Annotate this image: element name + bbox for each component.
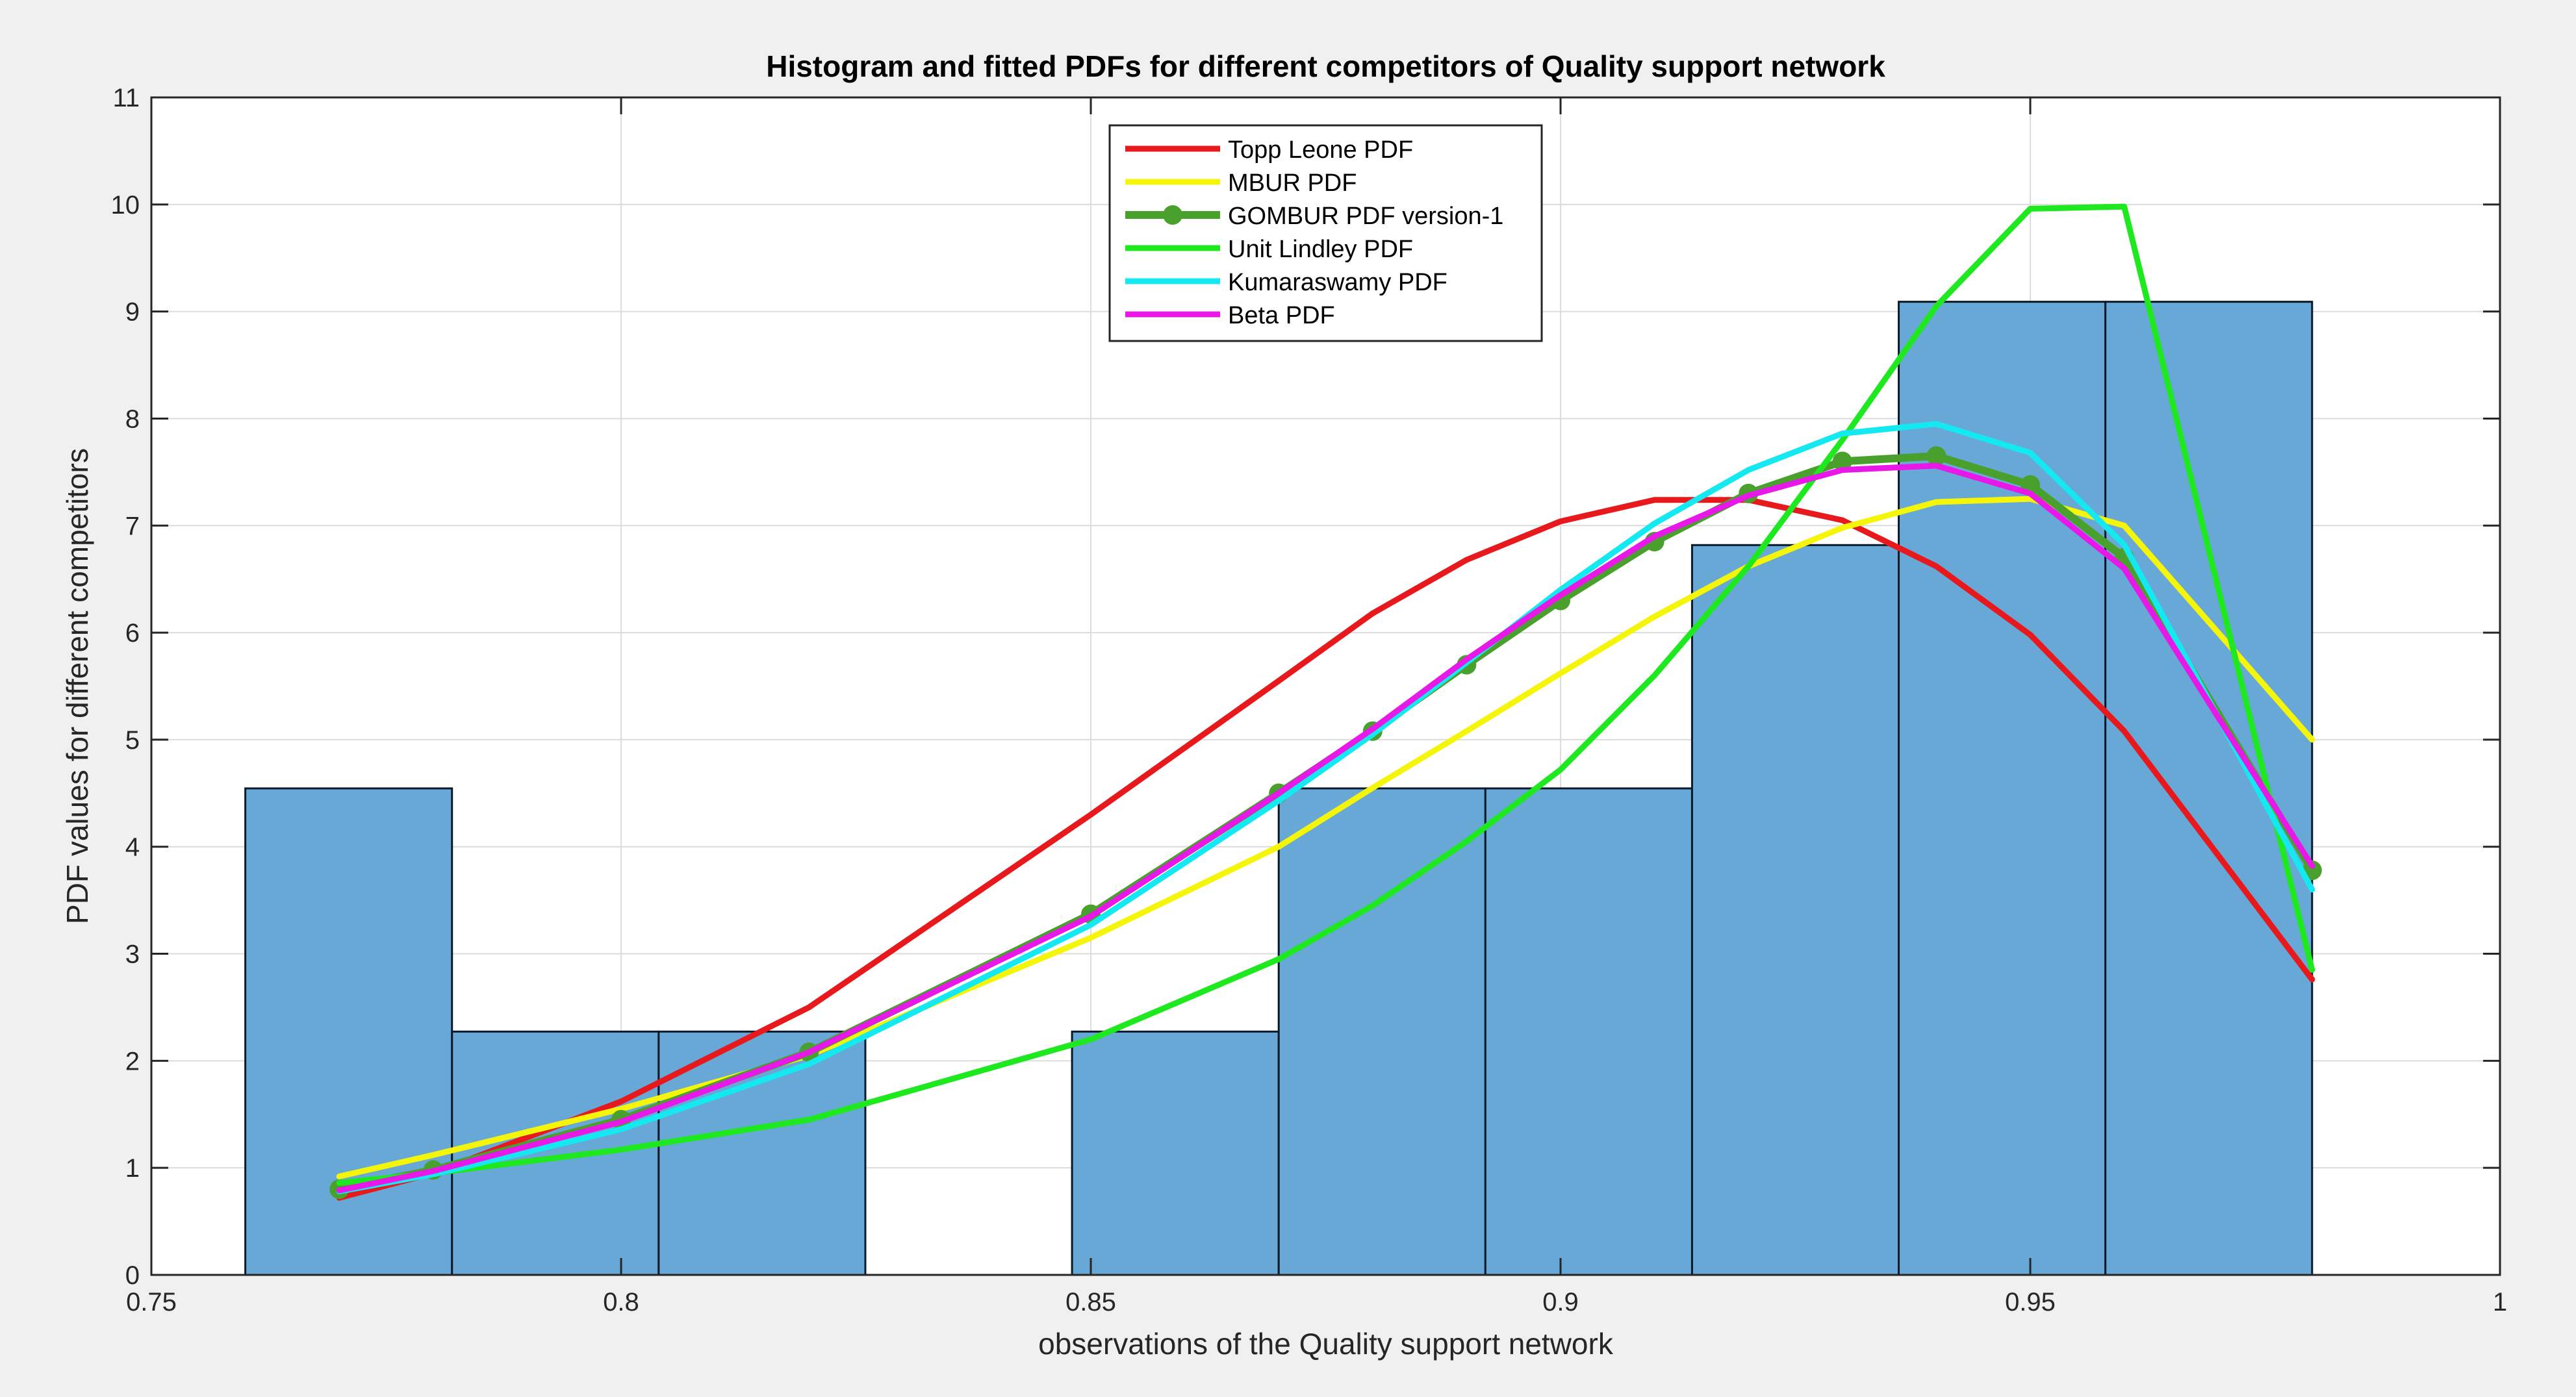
x-tick-label: 0.95 <box>2005 1288 2056 1316</box>
x-axis-label: observations of the Quality support netw… <box>1038 1327 1614 1361</box>
y-tick-label: 8 <box>125 405 140 433</box>
x-tick-label: 0.75 <box>126 1288 177 1316</box>
y-tick-label: 6 <box>125 619 140 648</box>
y-tick-label: 5 <box>125 726 140 755</box>
legend-label: Kumaraswamy PDF <box>1228 269 1447 296</box>
x-tick-label: 0.8 <box>603 1288 639 1316</box>
histogram-bar <box>2104 301 2314 1276</box>
data-point <box>1832 451 1852 472</box>
histogram-bar <box>244 787 453 1276</box>
y-tick-label: 9 <box>125 298 140 327</box>
histogram-bar <box>1071 1030 1280 1276</box>
y-tick-label: 1 <box>125 1154 140 1183</box>
y-tick-label: 0 <box>125 1261 140 1290</box>
y-tick-label: 10 <box>111 191 140 220</box>
chart-title: Histogram and fitted PDFs for different … <box>766 49 1885 83</box>
histogram-bar <box>1484 787 1693 1276</box>
data-point <box>1926 446 1946 466</box>
y-tick-label: 4 <box>125 833 140 862</box>
histogram-bar <box>1690 544 1900 1276</box>
y-axis-label: PDF values for different competitors <box>60 448 94 924</box>
legend-label: MBUR PDF <box>1228 170 1357 197</box>
legend-label: Unit Lindley PDF <box>1228 236 1413 263</box>
x-tick-label: 0.9 <box>1542 1288 1579 1316</box>
unit-lindley-pdf-line <box>336 203 2315 1186</box>
legend-label: Beta PDF <box>1228 302 1335 329</box>
pdf-curves <box>329 203 2322 1201</box>
axes-box <box>150 96 2501 1276</box>
legend-marker <box>1163 205 1182 225</box>
topp-leone-pdf-line <box>336 497 2315 1201</box>
legend-label: GOMBUR PDF version-1 <box>1228 203 1503 230</box>
histogram-bar <box>1898 301 2107 1276</box>
y-tick-label: 2 <box>125 1047 140 1076</box>
x-tick-label: 0.85 <box>1065 1288 1116 1316</box>
legend-box <box>1108 124 1543 342</box>
x-tick-label: 1 <box>2493 1288 2507 1316</box>
beta-pdf-line <box>336 462 2315 1194</box>
legend: Topp Leone PDF MBUR PDF GOMBUR PDF version… <box>1108 124 1543 342</box>
y-tick-label: 7 <box>125 512 140 540</box>
y-tick-label: 3 <box>125 940 140 969</box>
y-tick-label: 11 <box>112 84 140 112</box>
legend-label: Topp Leone PDF <box>1228 136 1413 164</box>
histogram-bar <box>1277 787 1486 1276</box>
